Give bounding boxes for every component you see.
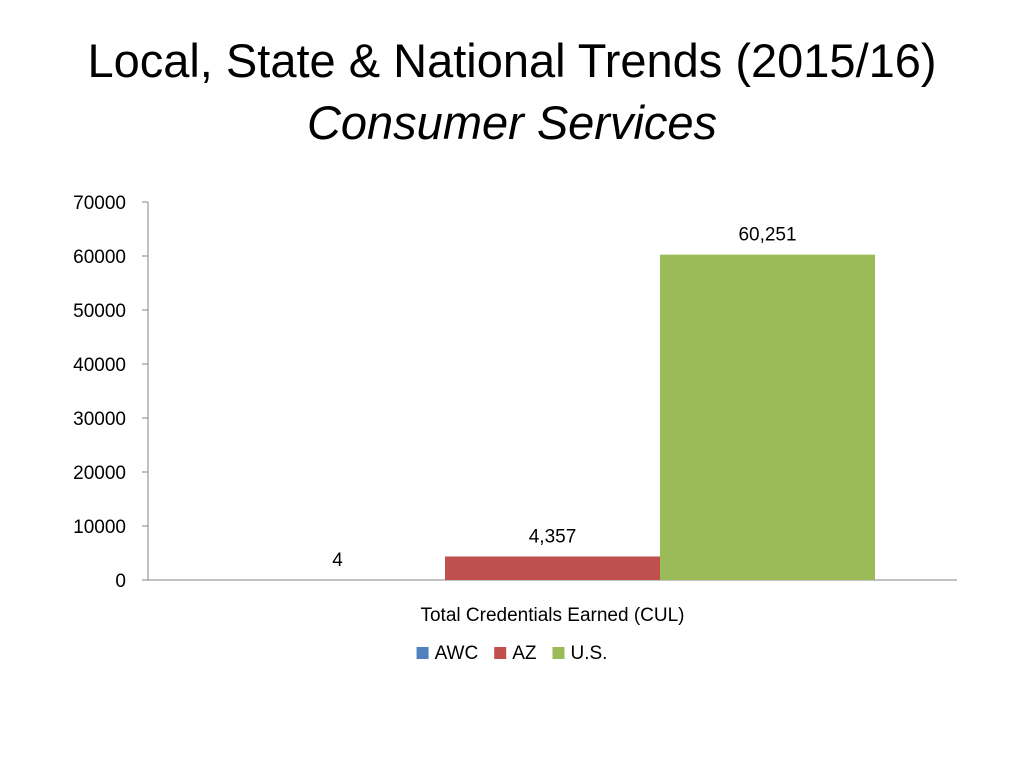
legend-label-u-s: U.S. bbox=[570, 643, 607, 664]
y-tick-label: 30000 bbox=[73, 409, 126, 430]
data-label-awc: 4 bbox=[332, 550, 343, 571]
y-tick-label: 60000 bbox=[73, 247, 126, 268]
y-tick-label: 10000 bbox=[73, 517, 126, 538]
legend-swatch-u-s bbox=[552, 647, 565, 659]
y-tick-label: 50000 bbox=[73, 301, 126, 322]
legend-label-awc: AWC bbox=[435, 643, 479, 664]
data-label-az: 4,357 bbox=[529, 526, 577, 547]
legend-swatch-az bbox=[494, 647, 507, 659]
data-label-u-s: 60,251 bbox=[738, 225, 796, 246]
slide-title: Local, State & National Trends (2015/16)… bbox=[0, 30, 1024, 154]
bar-u-s bbox=[660, 254, 875, 581]
y-tick-label: 70000 bbox=[73, 193, 126, 214]
legend-swatch-awc bbox=[416, 647, 429, 659]
bar-az bbox=[445, 556, 660, 580]
legend-label-az: AZ bbox=[512, 643, 537, 664]
x-category-label: Total Credentials Earned (CUL) bbox=[420, 605, 684, 626]
y-tick-label: 40000 bbox=[73, 355, 126, 376]
title-line-2: Consumer Services bbox=[306, 96, 718, 149]
title-line-1: Local, State & National Trends (2015/16) bbox=[87, 34, 937, 87]
y-tick-label: 20000 bbox=[73, 463, 126, 484]
y-tick-label: 0 bbox=[115, 571, 126, 592]
